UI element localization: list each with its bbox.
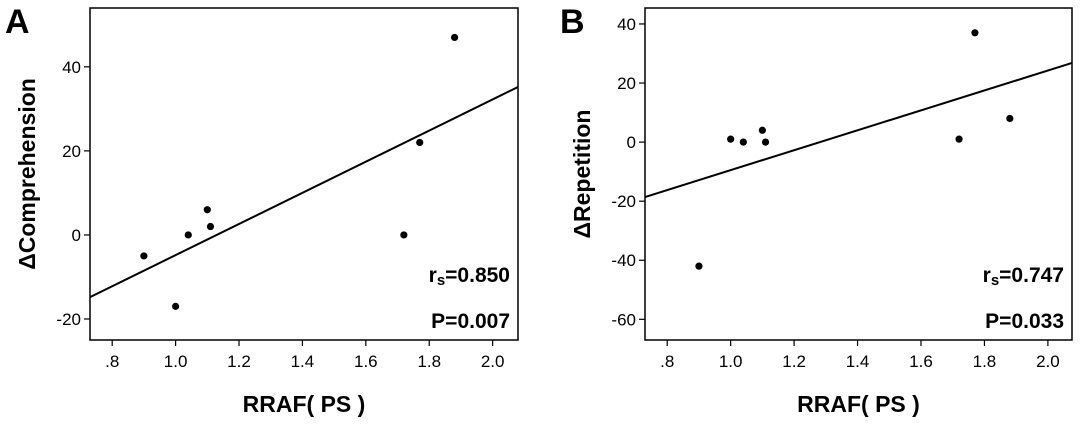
point [971, 29, 979, 37]
point [203, 206, 211, 214]
y-tick-label: -60 [611, 310, 636, 329]
x-tick-label: 1.8 [417, 352, 441, 371]
stat-r: rs=0.850 [429, 264, 510, 289]
stat-r-sub: s [991, 272, 999, 289]
x-tick-label: 1.0 [164, 352, 188, 371]
panel-label: B [560, 3, 585, 41]
point [206, 222, 215, 231]
point [416, 138, 424, 147]
x-tick-label: 1.0 [719, 352, 743, 371]
fit-line [644, 61, 1073, 198]
y-tick-label: 20 [617, 74, 636, 93]
point [172, 302, 180, 310]
x-tick-label: 1.6 [354, 352, 378, 371]
stat-r-sub: s [437, 272, 445, 289]
stat-r-value: =0.850 [445, 264, 510, 287]
panel-label: A [5, 3, 30, 41]
x-tick-label: .8 [660, 352, 674, 371]
stat-p: P=0.033 [985, 310, 1064, 333]
stat-p: P=0.007 [431, 310, 510, 333]
y-axis-label: ΔComprehension [14, 78, 40, 270]
point [727, 135, 735, 143]
plot-frame [89, 7, 519, 341]
x-tick-label: 1.2 [227, 352, 251, 371]
y-tick-label: -20 [56, 310, 81, 329]
stat-r-main: r [429, 264, 437, 287]
point [955, 135, 963, 143]
y-tick-label: -40 [611, 251, 636, 270]
point [695, 262, 703, 270]
plot-frame [644, 7, 1073, 341]
point [400, 231, 408, 239]
x-tick-label: 1.4 [291, 352, 315, 371]
stat-r-main: r [983, 264, 991, 287]
y-axis-label: ΔRepetition [569, 110, 595, 239]
x-tick-label: 2.0 [1036, 352, 1060, 371]
x-axis-label: RRAF( PS ) [243, 391, 366, 417]
x-tick-label: 1.8 [973, 352, 997, 371]
x-tick-label: 1.2 [782, 352, 806, 371]
x-tick-label: 2.0 [481, 352, 505, 371]
point [450, 33, 459, 42]
point [1006, 114, 1014, 123]
stat-r-value: =0.747 [999, 264, 1064, 287]
y-tick-label: 0 [627, 133, 636, 152]
x-tick-label: 1.4 [846, 352, 870, 371]
x-axis-label: RRAF( PS ) [797, 391, 920, 417]
x-tick-label: 1.6 [909, 352, 933, 371]
y-tick-label: 20 [62, 142, 81, 161]
y-tick-label: 40 [617, 15, 636, 34]
stat-r: rs=0.747 [983, 264, 1064, 289]
point [739, 138, 747, 146]
fit-line [89, 86, 519, 299]
x-tick-label: .8 [105, 352, 119, 371]
y-tick-label: 40 [62, 58, 81, 77]
point [758, 126, 766, 134]
y-tick-label: 0 [72, 226, 81, 245]
y-tick-label: -20 [611, 192, 636, 211]
point [184, 231, 192, 239]
point [761, 138, 770, 146]
point [140, 252, 148, 260]
